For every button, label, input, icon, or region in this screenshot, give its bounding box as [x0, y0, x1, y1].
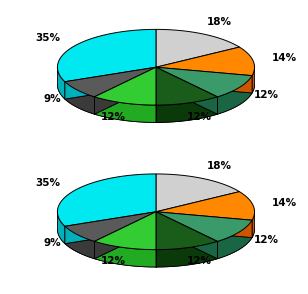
Polygon shape: [156, 67, 252, 97]
Polygon shape: [156, 67, 217, 114]
Polygon shape: [156, 67, 217, 105]
Polygon shape: [217, 76, 252, 114]
Polygon shape: [95, 67, 156, 105]
Polygon shape: [156, 47, 254, 76]
Polygon shape: [217, 220, 252, 259]
Polygon shape: [57, 212, 65, 244]
Polygon shape: [65, 67, 156, 99]
Polygon shape: [95, 212, 156, 250]
Text: 18%: 18%: [206, 161, 231, 171]
Polygon shape: [65, 212, 156, 244]
Polygon shape: [156, 241, 217, 267]
Polygon shape: [57, 67, 65, 99]
Polygon shape: [95, 97, 156, 122]
Polygon shape: [95, 241, 156, 267]
Polygon shape: [65, 212, 156, 241]
Polygon shape: [95, 212, 156, 259]
Polygon shape: [156, 67, 217, 114]
Polygon shape: [252, 67, 254, 93]
Polygon shape: [252, 212, 254, 238]
Polygon shape: [156, 67, 252, 93]
Polygon shape: [156, 212, 217, 250]
Polygon shape: [156, 212, 252, 238]
Polygon shape: [65, 82, 95, 114]
Polygon shape: [95, 67, 156, 114]
Text: 35%: 35%: [35, 178, 60, 188]
Text: 14%: 14%: [272, 198, 297, 208]
Polygon shape: [65, 212, 156, 244]
Polygon shape: [57, 174, 156, 226]
Text: 12%: 12%: [100, 256, 125, 266]
Polygon shape: [156, 212, 217, 259]
Polygon shape: [65, 226, 95, 259]
Text: 18%: 18%: [206, 16, 231, 26]
Polygon shape: [156, 97, 217, 122]
Polygon shape: [57, 29, 156, 82]
Polygon shape: [95, 212, 156, 259]
Text: 12%: 12%: [186, 256, 211, 266]
Polygon shape: [156, 29, 239, 67]
Polygon shape: [156, 212, 252, 238]
Polygon shape: [95, 67, 156, 114]
Polygon shape: [156, 192, 254, 220]
Text: 14%: 14%: [272, 54, 297, 64]
Text: 9%: 9%: [43, 238, 61, 248]
Polygon shape: [156, 212, 217, 259]
Polygon shape: [156, 174, 239, 212]
Text: 35%: 35%: [35, 33, 60, 43]
Polygon shape: [65, 67, 156, 99]
Text: 12%: 12%: [186, 111, 211, 121]
Text: 9%: 9%: [43, 93, 61, 103]
Polygon shape: [156, 212, 252, 241]
Text: 12%: 12%: [100, 111, 125, 121]
Text: 12%: 12%: [253, 90, 279, 100]
Polygon shape: [65, 67, 156, 97]
Polygon shape: [156, 67, 252, 93]
Text: 12%: 12%: [253, 235, 279, 245]
